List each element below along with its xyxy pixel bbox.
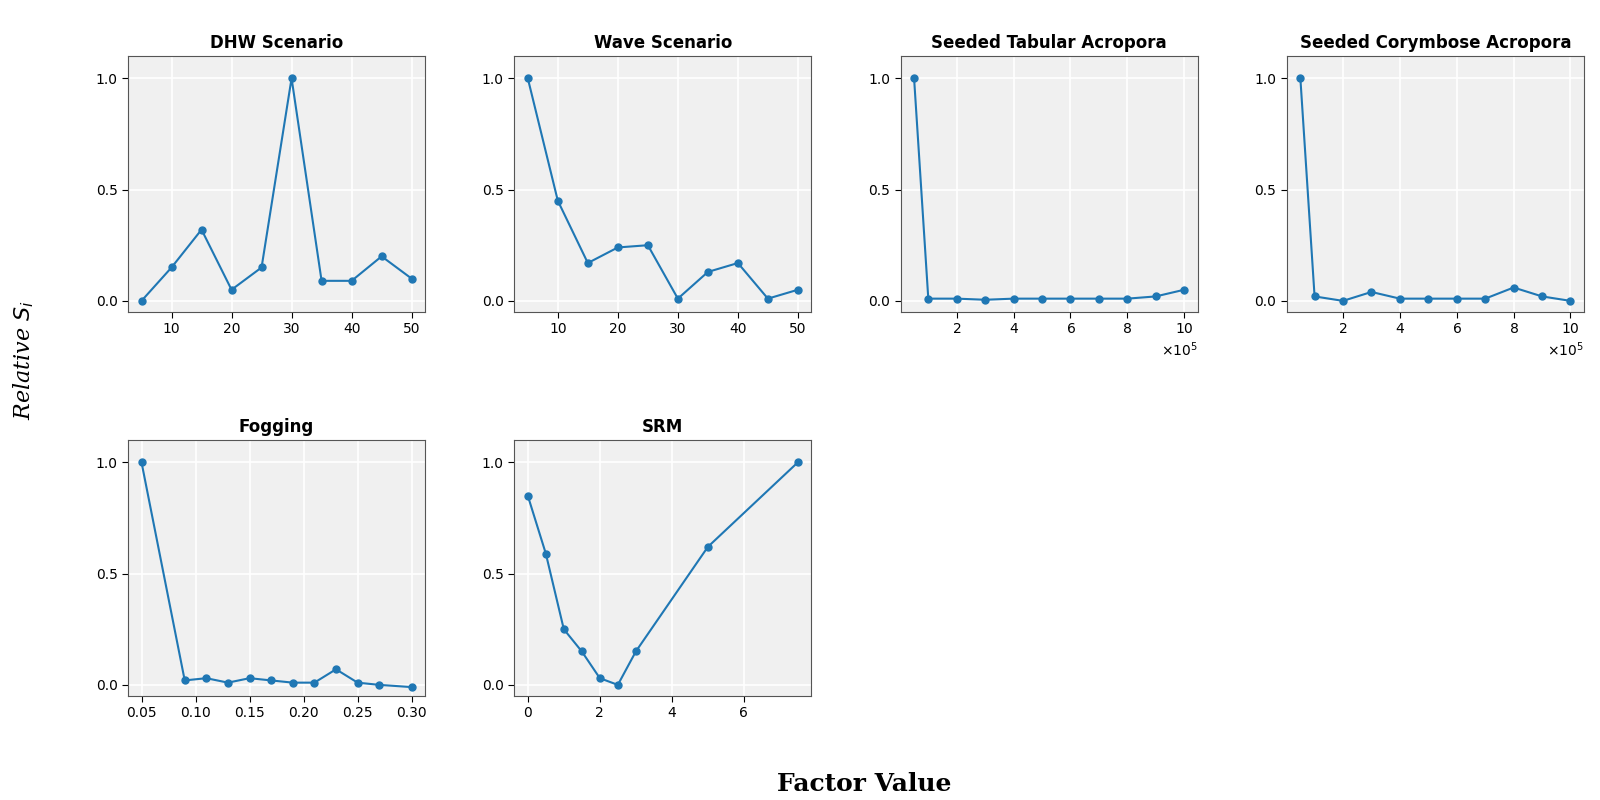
Title: Seeded Corymbose Acropora: Seeded Corymbose Acropora xyxy=(1299,34,1571,52)
Text: Factor Value: Factor Value xyxy=(776,772,952,796)
Title: Wave Scenario: Wave Scenario xyxy=(594,34,733,52)
Text: Relative $S_i$: Relative $S_i$ xyxy=(11,300,37,420)
Title: SRM: SRM xyxy=(642,418,683,436)
Title: Seeded Tabular Acropora: Seeded Tabular Acropora xyxy=(931,34,1166,52)
Title: DHW Scenario: DHW Scenario xyxy=(210,34,342,52)
Title: Fogging: Fogging xyxy=(238,418,314,436)
